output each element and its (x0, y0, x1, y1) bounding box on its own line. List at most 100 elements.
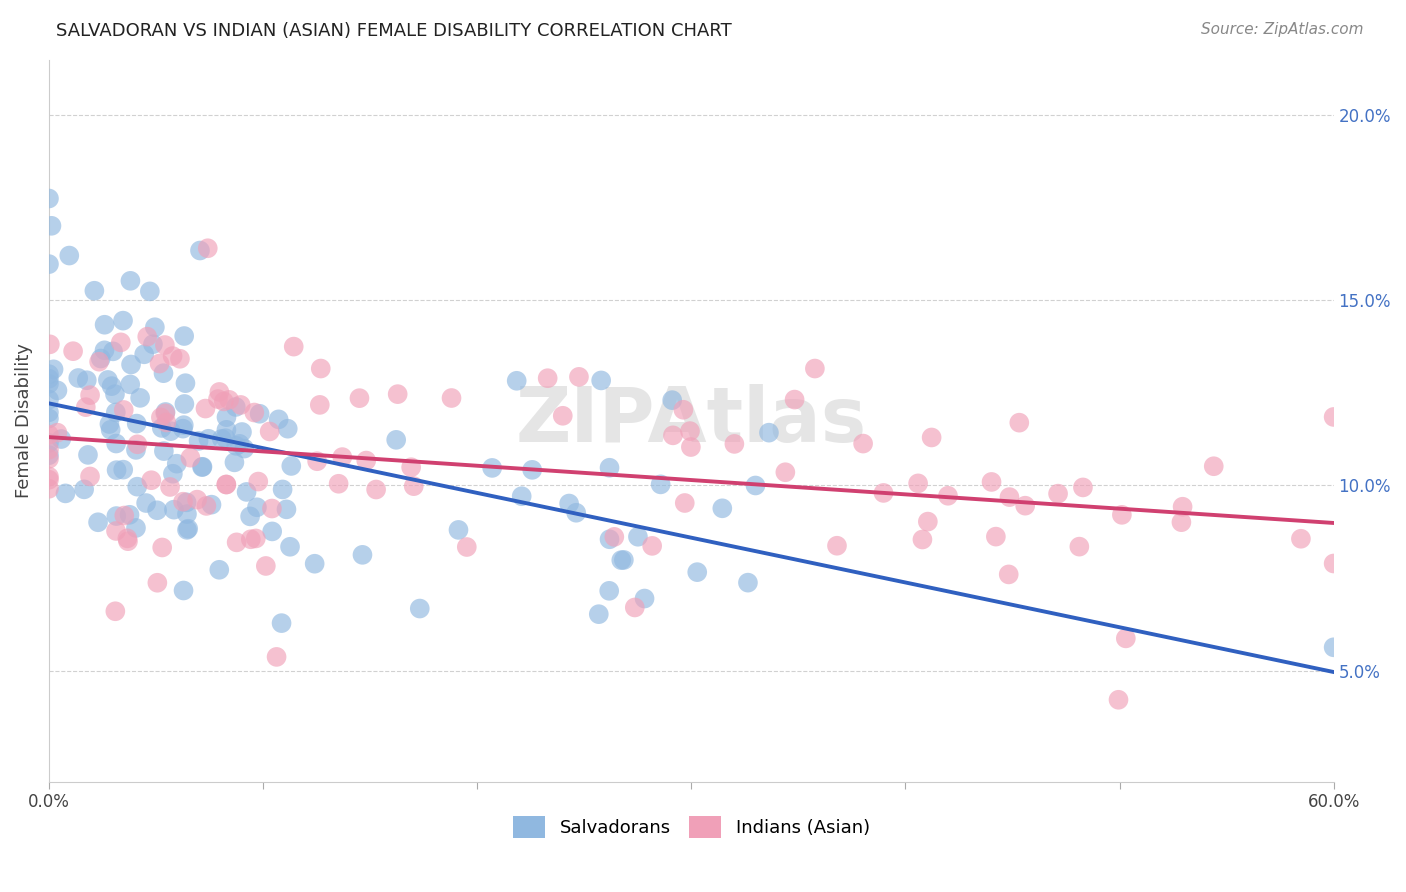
Point (235, 484, 257, 499)
Point (148, 357, 170, 371)
Point (38, 442, 60, 457)
Point (758, 425, 780, 440)
Point (105, 436, 128, 450)
Point (38, 372, 60, 386)
Point (627, 530, 650, 544)
Point (1115, 632, 1137, 646)
Point (936, 489, 959, 503)
Point (1170, 515, 1192, 529)
Point (1014, 499, 1036, 513)
Point (83, 284, 105, 298)
Point (330, 450, 353, 464)
Point (1008, 416, 1031, 430)
Point (51, 432, 73, 446)
Point (112, 403, 135, 417)
Point (104, 604, 127, 618)
Point (354, 453, 377, 467)
Point (308, 398, 330, 412)
Point (125, 417, 148, 431)
Point (641, 539, 664, 553)
Point (177, 522, 200, 536)
Point (139, 285, 162, 299)
Point (1323, 409, 1346, 424)
Point (623, 600, 645, 615)
Point (73, 483, 96, 497)
Point (76, 373, 98, 387)
Point (872, 486, 894, 500)
Point (1323, 640, 1346, 655)
Point (200, 498, 222, 512)
Text: Source: ZipAtlas.com: Source: ZipAtlas.com (1201, 22, 1364, 37)
Point (246, 500, 269, 515)
Point (249, 407, 271, 421)
Point (599, 460, 621, 475)
Point (278, 540, 301, 554)
Point (783, 392, 806, 407)
Point (266, 649, 288, 664)
Point (231, 425, 253, 439)
Point (218, 392, 240, 407)
Point (259, 425, 281, 439)
Point (214, 431, 236, 445)
Point (77, 448, 100, 462)
Point (173, 397, 195, 411)
Point (672, 402, 695, 417)
Point (153, 444, 176, 458)
Point (228, 437, 250, 451)
Point (125, 521, 148, 535)
Point (307, 454, 329, 468)
Point (112, 508, 135, 523)
Point (149, 410, 172, 425)
Point (38, 473, 60, 487)
Point (100, 423, 122, 437)
Point (537, 371, 560, 385)
Point (447, 523, 470, 537)
Point (143, 320, 166, 334)
Point (270, 616, 292, 631)
Point (588, 607, 610, 622)
Point (650, 477, 672, 491)
Point (277, 422, 299, 436)
Point (159, 480, 181, 494)
Point (120, 358, 142, 372)
Point (633, 591, 655, 606)
Point (110, 335, 132, 350)
Point (41, 219, 63, 233)
Point (38, 482, 60, 496)
Point (105, 524, 128, 538)
Point (907, 476, 929, 491)
Point (38, 436, 60, 450)
Point (980, 475, 1002, 489)
Point (568, 369, 591, 384)
Point (225, 439, 247, 453)
Point (224, 455, 246, 469)
Point (93, 318, 115, 332)
Point (194, 401, 217, 416)
Point (1111, 508, 1133, 522)
Point (162, 467, 184, 481)
Point (352, 548, 374, 562)
Point (38, 376, 60, 391)
Point (215, 423, 238, 437)
Point (598, 583, 620, 598)
Point (239, 533, 262, 547)
Point (679, 424, 702, 438)
Point (225, 400, 247, 414)
Point (211, 432, 233, 446)
Point (271, 483, 294, 497)
Point (179, 450, 201, 465)
Point (120, 377, 142, 392)
Point (304, 557, 326, 571)
Point (153, 338, 176, 352)
Point (522, 463, 544, 477)
Point (1047, 486, 1070, 500)
Point (127, 437, 149, 451)
Point (207, 392, 229, 406)
Point (134, 347, 156, 361)
Point (155, 416, 177, 430)
Point (159, 424, 181, 438)
Point (79, 388, 101, 402)
Point (79, 469, 101, 483)
Point (120, 274, 142, 288)
Point (998, 490, 1021, 504)
